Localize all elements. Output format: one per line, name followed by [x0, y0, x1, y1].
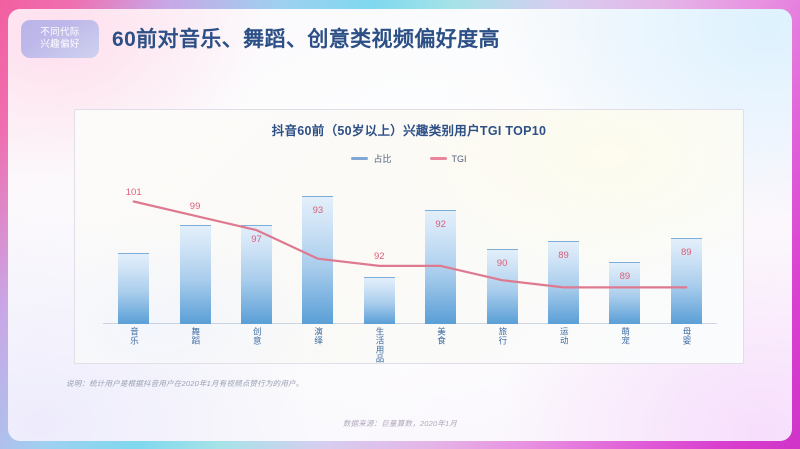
x-axis-label: 运动 [533, 327, 594, 345]
bar[interactable]: 90 [486, 249, 518, 324]
tgi-value-label: 89 [619, 270, 631, 282]
x-axis-line [103, 323, 717, 324]
x-axis-label-text: 母婴 [682, 327, 693, 345]
section-badge: 不同代际 兴趣偏好 [21, 20, 99, 58]
bar-slot: 90 [471, 172, 532, 324]
x-axis-label-text: 旅行 [497, 327, 508, 345]
x-axis-label: 萌宠 [594, 327, 655, 345]
slide-canvas: 不同代际 兴趣偏好 60前对音乐、舞蹈、创意类视频偏好度高 抖音60前（50岁以… [8, 9, 792, 441]
bar-slot: 92 [349, 172, 410, 324]
tgi-value-label: 89 [558, 249, 569, 261]
bar[interactable]: 92 [363, 251, 395, 324]
tgi-value-label: 92 [373, 250, 385, 262]
bar-slot: 89 [594, 172, 655, 324]
bar-slot: 89 [656, 172, 717, 324]
data-source: 数据来源：巨量算数，2020年1月 [342, 419, 458, 428]
legend-swatch-line-icon [429, 157, 447, 160]
slide-header: 不同代际 兴趣偏好 60前对音乐、舞蹈、创意类视频偏好度高 [8, 17, 792, 63]
x-axis-label: 生活用品 [349, 327, 410, 363]
bar-slot: 99 [164, 172, 225, 324]
x-axis-label-text: 演绎 [313, 327, 324, 345]
bar-slot: 101 [103, 172, 164, 324]
x-axis-label: 创意 [226, 327, 287, 345]
page-title: 60前对音乐、舞蹈、创意类视频偏好度高 [112, 28, 500, 51]
legend-item-zhanbi[interactable]: 占比 [351, 152, 392, 165]
x-axis-label: 舞蹈 [164, 327, 225, 345]
badge-line-1: 不同代际 [40, 26, 80, 38]
chart-legend: 占比 TGI [75, 152, 743, 165]
chart-note: 说明：统计用户是根据抖音用户在2020年1月有视频点赞行为的用户。 [66, 379, 304, 388]
tgi-value-label: 97 [251, 234, 262, 246]
tgi-value-label: 92 [435, 218, 446, 230]
bar[interactable]: 89 [670, 237, 702, 324]
x-axis-label-text: 生活用品 [375, 327, 386, 363]
chart-card: 抖音60前（50岁以上）兴趣类别用户TGI TOP10 占比 TGI 101 99… [74, 109, 744, 364]
x-axis-label-text: 音乐 [129, 327, 140, 345]
x-axis-label-text: 创意 [252, 327, 263, 345]
bar-slot: 97 [226, 172, 287, 324]
x-axis-label: 母婴 [656, 327, 717, 345]
x-axis-label: 音乐 [103, 327, 164, 345]
bar-slot: 89 [533, 172, 594, 324]
bar-slot: 93 [287, 172, 348, 324]
x-axis-label: 美食 [410, 327, 471, 345]
x-axis-labels: 音乐 舞蹈 创意 演绎 生活用品 美食 旅行 运动 萌宠 母婴 [103, 327, 717, 365]
bar[interactable]: 89 [547, 240, 579, 324]
legend-label-zhanbi: 占比 [373, 154, 392, 164]
tgi-value-label: 93 [312, 205, 324, 216]
x-axis-label-text: 萌宠 [620, 327, 631, 345]
tgi-value-label: 99 [189, 200, 201, 212]
chart-plot-area: 101 99 97 93 92 92 90 89 89 89 [103, 172, 717, 324]
x-axis-label: 旅行 [471, 327, 532, 345]
x-axis-label-text: 运动 [559, 327, 570, 345]
bar[interactable]: 97 [240, 225, 272, 324]
bar[interactable]: 89 [609, 261, 641, 324]
x-axis-label-text: 舞蹈 [190, 327, 201, 345]
legend-item-tgi[interactable]: TGI [429, 153, 467, 164]
bar[interactable]: 99 [179, 201, 211, 324]
tgi-value-label: 101 [125, 186, 142, 198]
bar[interactable]: 93 [302, 196, 334, 324]
tgi-value-label: 89 [680, 246, 692, 258]
tgi-value-label: 90 [496, 258, 508, 270]
bar[interactable]: 92 [425, 209, 457, 324]
bar-slot: 92 [410, 172, 471, 324]
x-axis-label-text: 美食 [436, 327, 447, 345]
x-axis-label: 演绎 [287, 327, 348, 345]
legend-swatch-bar-icon [351, 157, 369, 160]
chart-title: 抖音60前（50岁以上）兴趣类别用户TGI TOP10 [271, 124, 547, 138]
bar[interactable]: 101 [118, 187, 150, 324]
badge-line-2: 兴趣偏好 [40, 38, 80, 50]
legend-label-tgi: TGI [451, 153, 467, 164]
